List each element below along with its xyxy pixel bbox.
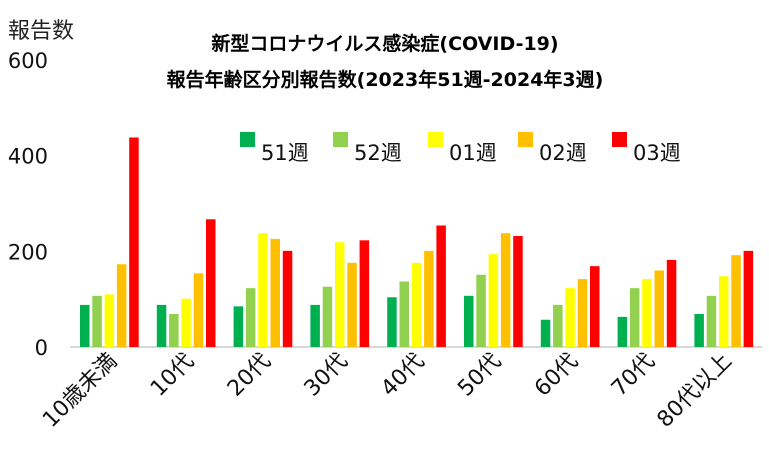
bar-51週-70代: [617, 316, 628, 347]
x-category-label: 70代: [607, 349, 660, 402]
bar-01週-60代: [565, 288, 575, 347]
bar-02週-10歳未満: [116, 264, 127, 347]
bar-51週-10代: [156, 304, 167, 347]
bar-51週-50代: [464, 295, 474, 347]
x-category-label: 20代: [223, 349, 276, 402]
bar-02週-10代: [193, 273, 204, 347]
legend-label: 02週: [539, 141, 587, 165]
legend-label: 52週: [354, 141, 402, 165]
y-tick-label: 0: [35, 336, 48, 360]
legend-label: 01週: [449, 141, 497, 165]
bar-01週-50代: [488, 254, 499, 347]
legend-swatch: [612, 132, 627, 147]
bar-52週-40代: [399, 281, 409, 347]
y-tick-label: 600: [8, 49, 48, 73]
x-category-label: 80代以上: [653, 349, 737, 433]
bar-52週-60代: [553, 304, 563, 347]
x-category-label: 40代: [377, 349, 430, 402]
bar-52週-10歳未満: [92, 295, 102, 347]
bar-02週-20代: [270, 238, 280, 347]
bar-03週-10歳未満: [129, 137, 139, 347]
bar-02週-60代: [577, 279, 588, 347]
bar-02週-30代: [347, 262, 357, 347]
bar-52週-30代: [322, 286, 333, 347]
bar-52週-10代: [169, 313, 179, 347]
bar-02週-50代: [500, 233, 511, 347]
chart-title-line1: 新型コロナウイルス感染症(COVID-19): [211, 32, 558, 55]
bar-01週-10歳未満: [104, 294, 115, 347]
bar-01週-30代: [335, 242, 345, 347]
x-category-label: 10歳未満: [38, 349, 122, 433]
bar-01週-70代: [642, 279, 652, 347]
bar-02週-70代: [654, 270, 664, 347]
bar-51週-20代: [233, 306, 244, 347]
bar-03週-10代: [206, 219, 216, 347]
x-category-label: 10代: [146, 349, 199, 402]
bar-01週-20代: [258, 233, 268, 347]
legend-label: 03週: [633, 141, 681, 165]
bar-03週-50代: [513, 236, 523, 347]
bar-52週-50代: [476, 274, 486, 347]
chart-title-line2: 報告年齢区分別報告数(2023年51週-2024年3週): [167, 68, 604, 91]
bar-52週-70代: [629, 288, 640, 347]
bar-03週-60代: [590, 266, 600, 347]
legend-swatch: [428, 132, 443, 147]
bar-03週-30代: [359, 240, 370, 347]
bar-02週-40代: [424, 250, 434, 347]
bar-03週-80代以上: [743, 250, 754, 347]
bar-03週-20代: [282, 250, 293, 347]
bar-03週-70代: [666, 259, 677, 347]
bar-51週-30代: [310, 304, 320, 347]
legend-swatch: [240, 132, 255, 147]
bar-52週-80代以上: [706, 295, 717, 347]
bar-51週-80代以上: [694, 313, 704, 347]
y-tick-label: 400: [8, 145, 48, 169]
legend-swatch: [333, 132, 348, 147]
x-category-label: 30代: [300, 349, 353, 402]
bar-01週-80代以上: [719, 276, 729, 347]
legend-swatch: [518, 132, 533, 147]
y-tick-label: 200: [8, 240, 48, 264]
bar-51週-40代: [387, 297, 397, 347]
bar-51週-10歳未満: [80, 304, 90, 347]
legend-label: 51週: [261, 141, 309, 165]
x-category-label: 60代: [530, 349, 583, 402]
y-axis-label: 報告数: [8, 19, 74, 44]
bar-01週-40代: [411, 262, 422, 347]
bar-03週-40代: [436, 225, 446, 347]
bar-52週-20代: [245, 288, 256, 347]
bar-02週-80代以上: [731, 255, 741, 347]
bar-51週-60代: [540, 319, 551, 347]
bar-01週-10代: [181, 298, 191, 347]
x-category-label: 50代: [453, 349, 506, 402]
